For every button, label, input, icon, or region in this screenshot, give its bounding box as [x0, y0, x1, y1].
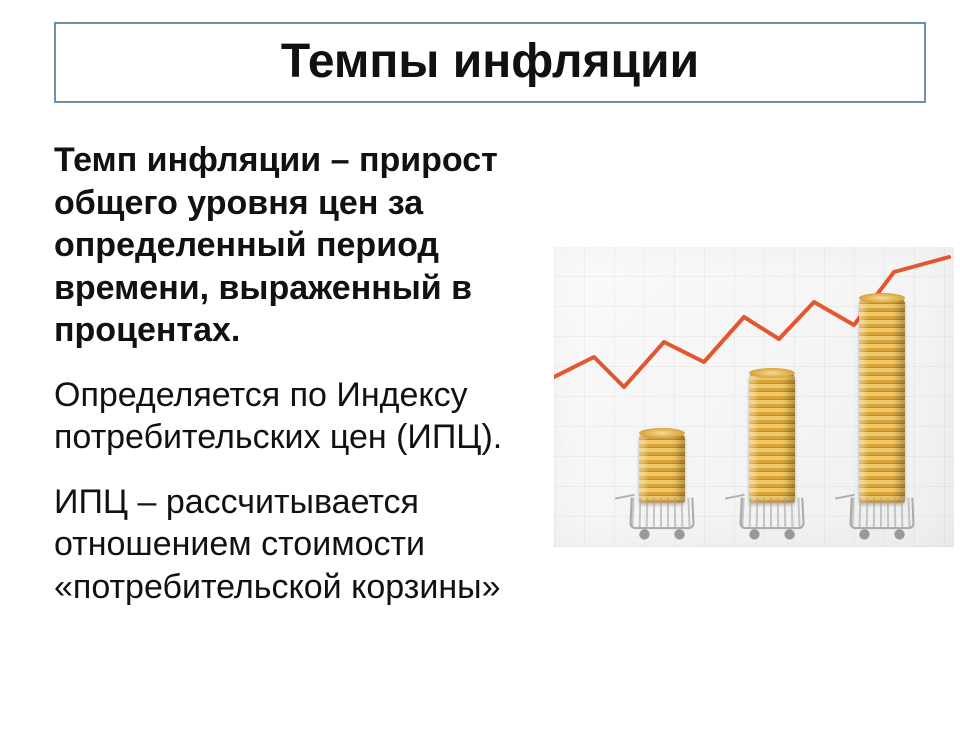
coin-stack-small — [639, 433, 685, 503]
coin-stack-medium — [749, 373, 795, 503]
cart-body-icon — [849, 498, 915, 530]
title-frame: Темпы инфляции — [54, 22, 926, 103]
content-area: Темп инфляции – прирост общего уровня це… — [54, 139, 934, 608]
cart-wheel-icon — [894, 529, 905, 539]
cart-body-icon — [739, 498, 805, 530]
cpi-paragraph: Определяется по Индексу потребительских … — [54, 374, 564, 459]
definition-paragraph: Темп инфляции – прирост общего уровня це… — [54, 139, 564, 352]
page-title: Темпы инфляции — [84, 34, 896, 89]
cpi-formula-paragraph: ИПЦ – рассчитывается отношением стоимост… — [54, 481, 564, 609]
cart-wheel-icon — [674, 529, 685, 539]
coin-stack-large — [859, 298, 905, 503]
inflation-illustration — [554, 247, 954, 547]
cart-wheel-icon — [784, 529, 795, 539]
cart-body-icon — [629, 498, 695, 530]
